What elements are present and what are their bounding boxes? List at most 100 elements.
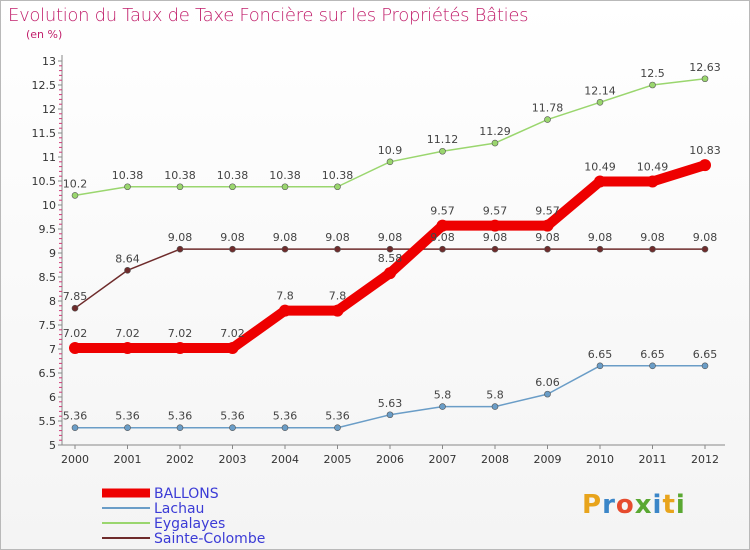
data-point-eygalayes (124, 183, 131, 191)
data-label-lachau: 5.63 (378, 397, 403, 410)
data-point-eygalayes (701, 75, 709, 83)
data-label-eygalayes: 11.78 (532, 102, 564, 115)
data-label-sainte-colombe: 9.08 (273, 231, 298, 244)
data-label-ballons: 7.02 (115, 327, 140, 340)
data-point-ballons (489, 219, 501, 232)
data-point-lachau (544, 390, 551, 398)
data-point-lachau (386, 411, 394, 419)
data-point-lachau (439, 403, 446, 410)
data-label-ballons: 10.49 (637, 160, 669, 173)
data-point-lachau (649, 362, 656, 370)
data-label-ballons: 8.58 (378, 252, 403, 265)
x-tick-label: 2008 (481, 453, 509, 466)
chart-subtitle: (en %) (26, 28, 63, 41)
data-point-lachau (176, 424, 184, 432)
data-point-sainte-colombe (71, 304, 79, 312)
y-tick-label: 7 (49, 343, 56, 356)
y-tick-label: 12.5 (32, 79, 57, 92)
data-point-ballons (646, 175, 659, 188)
x-tick-label: 2006 (376, 453, 404, 466)
data-point-lachau (491, 403, 499, 410)
data-point-eygalayes (281, 183, 289, 191)
data-point-ballons (331, 304, 344, 317)
y-tick-label: 11 (42, 151, 56, 164)
data-point-sainte-colombe (439, 245, 446, 253)
data-label-ballons: 7.02 (63, 327, 88, 340)
data-point-eygalayes (229, 183, 236, 191)
y-tick-label: 8 (49, 295, 56, 308)
data-label-ballons: 9.57 (535, 205, 560, 218)
data-point-ballons (436, 219, 449, 232)
data-label-ballons: 10.83 (689, 144, 721, 157)
data-point-ballons (226, 342, 239, 355)
data-point-sainte-colombe (176, 245, 184, 253)
data-point-sainte-colombe (334, 245, 341, 253)
data-point-lachau (596, 362, 604, 370)
data-label-lachau: 6.65 (588, 348, 613, 361)
legend-label-lachau: Lachau (154, 501, 204, 517)
data-label-eygalayes: 11.29 (479, 125, 511, 138)
data-label-lachau: 6.65 (693, 348, 718, 361)
data-point-ballons (121, 342, 134, 355)
data-label-ballons: 7.8 (276, 290, 294, 303)
x-tick-label: 2012 (691, 453, 719, 466)
x-tick-label: 2004 (271, 453, 299, 466)
data-label-sainte-colombe: 9.08 (325, 231, 350, 244)
data-point-sainte-colombe (386, 245, 394, 253)
data-label-lachau: 5.36 (325, 410, 350, 423)
x-tick-label: 2010 (586, 453, 614, 466)
y-tick-label: 5 (49, 439, 56, 452)
data-point-ballons (174, 342, 186, 355)
data-point-lachau (334, 424, 341, 432)
data-label-ballons: 9.57 (430, 205, 455, 218)
data-point-eygalayes (649, 81, 656, 89)
x-tick-label: 2007 (429, 453, 457, 466)
data-point-sainte-colombe (649, 245, 656, 253)
y-tick-label: 5.5 (39, 415, 57, 428)
data-label-sainte-colombe: 9.08 (168, 231, 193, 244)
data-label-sainte-colombe: 9.08 (588, 231, 613, 244)
y-tick-label: 8.5 (39, 271, 57, 284)
data-label-eygalayes: 12.63 (689, 61, 721, 74)
y-tick-label: 12 (42, 103, 56, 116)
data-point-sainte-colombe (544, 245, 551, 253)
data-point-eygalayes (544, 116, 551, 123)
data-label-ballons: 7.02 (168, 327, 193, 340)
x-tick-label: 2001 (114, 453, 142, 466)
x-tick-label: 2011 (639, 453, 667, 466)
y-tick-label: 6 (49, 391, 56, 404)
data-label-lachau: 5.36 (115, 410, 140, 423)
data-label-ballons: 7.02 (220, 327, 245, 340)
data-point-eygalayes (596, 98, 604, 106)
proxiti-logo: Proxiti (582, 490, 686, 520)
data-point-ballons (594, 175, 606, 188)
x-tick-label: 2005 (324, 453, 352, 466)
data-point-ballons (384, 267, 396, 280)
y-tick-label: 7.5 (39, 319, 57, 332)
y-tick-label: 9.5 (39, 223, 57, 236)
data-label-sainte-colombe: 9.08 (693, 231, 718, 244)
chart-title: Evolution du Taux de Taxe Foncière sur l… (8, 5, 529, 26)
data-label-ballons: 10.49 (584, 160, 616, 173)
data-label-eygalayes: 10.2 (63, 177, 88, 190)
data-label-lachau: 5.36 (168, 410, 193, 423)
data-point-lachau (281, 424, 289, 432)
data-label-sainte-colombe: 9.08 (220, 231, 245, 244)
x-tick-label: 2002 (166, 453, 194, 466)
data-label-eygalayes: 11.12 (427, 133, 459, 146)
legend-label-sainte-colombe: Sainte-Colombe (154, 531, 265, 547)
legend-label-eygalayes: Eygalayes (154, 516, 225, 532)
data-label-eygalayes: 10.38 (164, 169, 196, 182)
data-point-sainte-colombe (229, 245, 236, 253)
data-label-lachau: 5.36 (220, 410, 245, 423)
data-label-lachau: 6.06 (535, 376, 560, 389)
data-point-eygalayes (176, 183, 184, 191)
data-label-sainte-colombe: 9.08 (535, 231, 560, 244)
data-point-lachau (229, 424, 236, 432)
data-label-ballons: 7.8 (329, 290, 347, 303)
data-point-lachau (71, 424, 79, 432)
data-point-eygalayes (386, 158, 394, 166)
data-point-eygalayes (334, 183, 341, 191)
